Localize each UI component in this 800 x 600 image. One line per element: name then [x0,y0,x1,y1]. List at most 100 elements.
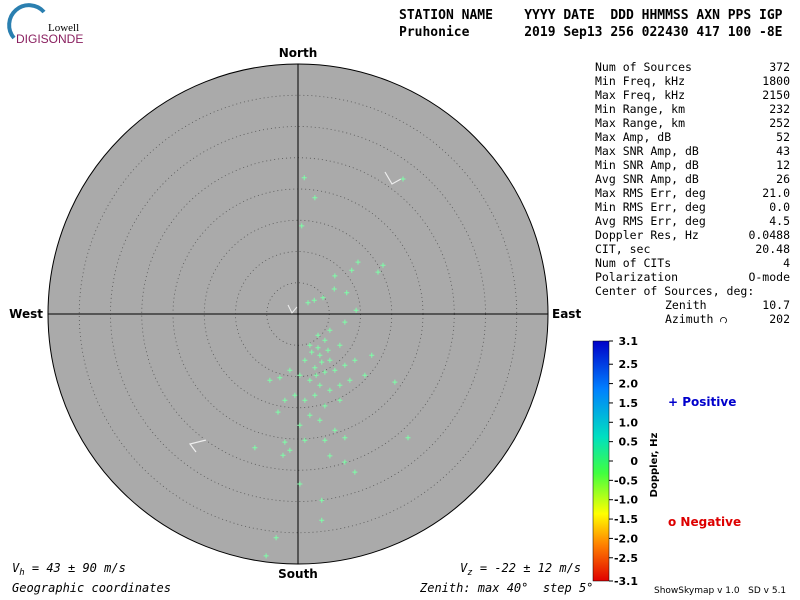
colorbar-tick-label: 0.5 [619,436,639,449]
stat-label: Max SNR Amp, dB [595,144,699,158]
vz-symbol: V [460,561,468,575]
source-point [400,176,406,182]
source-point [297,481,303,487]
stat-value: 4 [783,256,790,270]
source-point [320,295,326,301]
colorbar-tick-label: -1.0 [614,494,638,507]
stat-value: 232 [769,102,790,116]
source-point [305,300,311,306]
source-point [325,347,331,353]
source-point [267,377,273,383]
colorbar: Doppler, Hz 3.1 2.5 2.0 1.5 1.0 0.5 0 -0.5 -1.0 -… [592,335,660,588]
source-point [342,435,348,441]
vz-sub: z [467,568,472,578]
logo-bottom: DIGISONDE [16,32,83,46]
stat-value: 12 [776,158,790,172]
source-point [317,382,323,388]
source-point [362,372,368,378]
colorbar-tick-label: -1.5 [614,513,638,526]
source-point [349,267,355,273]
source-point [317,417,323,423]
stat-label: Doppler Res, Hz [595,228,699,242]
source-point [380,262,386,268]
source-point [352,469,358,475]
north-label: North [279,46,317,60]
source-point [307,342,313,348]
source-point [302,357,308,363]
source-point [322,369,328,375]
chevron [287,304,298,314]
source-point [342,459,348,465]
footer-zenith: Zenith: max 40° step 5° [419,581,593,595]
source-point [322,437,328,443]
source-point [282,439,288,445]
stat-value: 2150 [762,88,790,102]
source-point [405,435,411,441]
footer-coords: Geographic coordinates [12,581,171,595]
source-point [280,452,286,458]
source-point [312,392,318,398]
source-point [312,195,318,201]
stat-label: Num of CITs [595,256,671,270]
source-point [319,517,325,523]
colorbar-tick-label: -2.0 [614,532,638,545]
colorbar-tick-label: 2.0 [619,378,639,391]
source-point [342,319,348,325]
source-point [331,286,337,292]
source-point [282,397,288,403]
source-point [327,357,333,363]
source-point [287,367,293,373]
vh-sub: h [19,568,24,578]
vz: Vz = -22 ± 12 m/s [460,561,581,578]
stat-value: 372 [769,60,790,74]
east-label: East [552,307,581,321]
header-labels: STATION NAME YYYY DATE DDD HHMMSS AXN PP… [399,8,783,23]
center-value: 202 [769,312,790,326]
stat-value: 0.0488 [748,228,790,242]
center-value: 10.7 [762,298,790,312]
source-point [292,392,298,398]
vh: Vh = 43 ± 90 m/s [12,561,126,578]
source-point [312,365,318,371]
source-point [352,357,358,363]
vh-symbol: V [12,561,20,575]
stat-label: Min RMS Err, deg [595,200,706,214]
source-point [322,337,328,343]
source-point [369,352,375,358]
legend-positive: + Positive [668,395,736,409]
stat-value: 52 [776,130,790,144]
source-point [392,379,398,385]
stat-value: 20.48 [755,242,790,256]
stat-label: Min Range, km [595,102,685,116]
source-point [252,445,258,451]
header-values: Pruhonice 2019 Sep13 256 022430 417 100 … [399,25,783,40]
source-point [332,273,338,279]
source-point [313,372,319,378]
center-label: Zenith [665,298,707,312]
center-label: Azimuth [665,312,713,326]
source-point [332,367,338,373]
colorbar-tick-label: 1.0 [619,416,639,429]
source-point [337,342,343,348]
colorbar-tick-label: 1.5 [619,397,639,410]
stat-value: O-mode [748,270,790,284]
source-point [297,422,303,428]
source-point [302,437,308,443]
source-point [319,359,325,365]
vh-text: = 43 ± 90 m/s [25,561,126,575]
stat-value: 4.5 [769,214,790,228]
west-label: West [9,307,43,321]
source-point [307,377,313,383]
source-point [327,387,333,393]
source-point [355,259,361,265]
source-point [275,409,281,415]
source-point [301,175,307,181]
stat-label: Avg SNR Amp, dB [595,172,699,186]
source-point [273,535,279,541]
stat-value: 43 [776,144,790,158]
stat-value: 21.0 [762,186,790,200]
colorbar-tick-label: 2.5 [619,358,639,371]
stat-label: CIT, sec [595,242,650,256]
source-point [297,372,303,378]
source-point [307,412,313,418]
